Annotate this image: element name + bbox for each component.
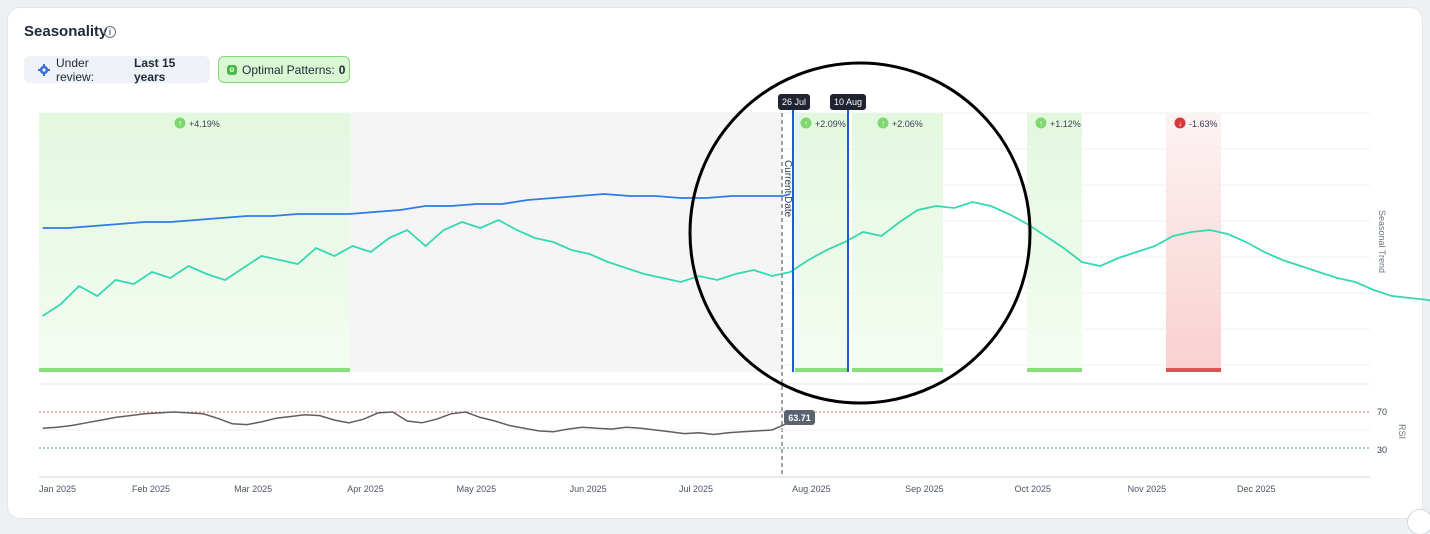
window-4-label: +1.12% (1050, 119, 1081, 129)
x-tick-label: Oct 2025 (1015, 484, 1052, 494)
rsi-tick-30: 30 (1377, 445, 1387, 455)
x-tick-label: Nov 2025 (1128, 484, 1167, 494)
svg-text:↑: ↑ (178, 119, 182, 128)
info-circle-icon[interactable]: i (104, 26, 116, 38)
svg-text:↑: ↑ (881, 119, 885, 128)
rsi-tick-70: 70 (1377, 407, 1387, 417)
rsi-axis-label: RSI (1397, 424, 1407, 439)
price-line (42, 193, 791, 229)
svg-text:63.71: 63.71 (788, 413, 811, 423)
x-tick-label: May 2025 (457, 484, 497, 494)
marker-tag-26-jul: 26 Jul (778, 94, 810, 110)
x-tick-label: Feb 2025 (132, 484, 170, 494)
window-3: ↑ +2.06% (852, 113, 943, 372)
optimal-label: Optimal Patterns: (242, 62, 335, 77)
seasonal-trend-axis-label: Seasonal Trend (1377, 210, 1387, 273)
window-2: ↑ +2.09% (795, 113, 848, 372)
rsi-current-tag: 63.71 (784, 410, 815, 425)
x-tick-label: Jun 2025 (570, 484, 607, 494)
review-value: Last 15 years (133, 55, 176, 84)
page-title: Seasonality (24, 23, 108, 40)
x-tick-label: Jul 2025 (679, 484, 713, 494)
x-tick-label: Mar 2025 (234, 484, 272, 494)
review-label: Under review: (56, 55, 95, 84)
x-tick-label: Apr 2025 (347, 484, 384, 494)
svg-text:10 Aug: 10 Aug (834, 97, 862, 107)
marker-tag-10-aug: 10 Aug (830, 94, 866, 110)
x-tick-label: Jan 2025 (39, 484, 76, 494)
scroll-to-top-button[interactable] (1408, 510, 1430, 534)
x-tick-label: Sep 2025 (905, 484, 944, 494)
svg-text:26 Jul: 26 Jul (782, 97, 806, 107)
seasonal-trend-line (42, 201, 1430, 317)
gear-icon (38, 63, 50, 76)
current-date-label: Current Date (782, 160, 793, 218)
window-1-label: +4.19% (189, 119, 220, 129)
window-3-label: +2.06% (892, 119, 923, 129)
annotation-circle (688, 61, 1032, 405)
optimal-patterns-button[interactable]: o Optimal Patterns: 0 (218, 56, 350, 83)
optimal-value: 0 (338, 62, 346, 77)
pattern-badge-icon: o (227, 64, 237, 75)
window-5-label: -1.63% (1189, 119, 1218, 129)
x-tick-label: Aug 2025 (792, 484, 831, 494)
window-2-label: +2.09% (815, 119, 846, 129)
x-tick-label: Dec 2025 (1237, 484, 1276, 494)
svg-text:↑: ↑ (804, 119, 808, 128)
svg-text:↓: ↓ (1178, 119, 1182, 128)
window-5: ↓ -1.63% (1166, 113, 1221, 372)
review-period-selector[interactable]: Under review: Last 15 years (24, 55, 210, 84)
rsi-line (42, 411, 791, 436)
svg-text:↑: ↑ (1039, 119, 1043, 128)
window-1: ↑ +4.19% (39, 113, 350, 372)
